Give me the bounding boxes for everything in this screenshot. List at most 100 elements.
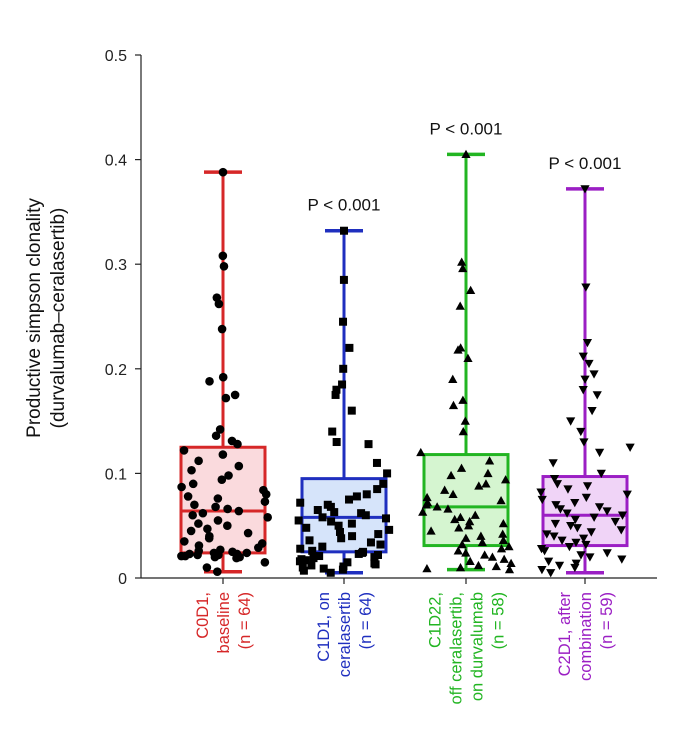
data-point [477, 537, 487, 547]
data-point [622, 490, 632, 499]
data-point [334, 521, 343, 530]
data-point [572, 524, 582, 533]
y-axis-title: Productive simpson clonality (durvalumab… [24, 198, 69, 438]
iqr-box [179, 445, 267, 555]
data-point [586, 528, 596, 537]
data-point [458, 426, 468, 436]
data-point [370, 553, 379, 562]
data-points [416, 149, 516, 574]
data-point [224, 471, 233, 480]
data-point [581, 493, 591, 503]
category-label-line: C1D1, on [315, 592, 333, 662]
p-value-label: P < 0.001 [308, 196, 381, 215]
data-point [484, 456, 495, 465]
data-point [345, 343, 354, 352]
data-point [616, 526, 626, 535]
data-point [301, 556, 310, 565]
data-point [463, 521, 474, 530]
data-point [338, 380, 347, 389]
data-point [190, 500, 199, 510]
data-point [223, 521, 232, 530]
data-point [213, 494, 223, 503]
data-point [213, 567, 222, 577]
data-point [326, 568, 335, 577]
data-point [347, 519, 356, 528]
data-point [571, 538, 581, 548]
data-point [602, 507, 612, 516]
data-point [580, 185, 590, 194]
data-point [332, 438, 341, 447]
data-point [261, 490, 271, 499]
data-point [211, 502, 220, 512]
y-axis-title-line-2: (durvalumab–ceralasertib) [48, 208, 69, 429]
data-point [332, 385, 341, 394]
category-label-line: combination [577, 592, 595, 681]
data-point [374, 530, 383, 539]
data-point [432, 502, 442, 511]
data-point [554, 561, 565, 571]
data-point [585, 553, 595, 562]
data-point [187, 465, 196, 475]
data-point [302, 523, 311, 532]
data-point [381, 514, 390, 523]
data-point [254, 543, 263, 552]
category-label-2: C1D1, on ceralasertib (n = 64) [315, 592, 375, 677]
data-point [361, 511, 370, 520]
data-point [376, 540, 385, 549]
y-tick-label: 0 [118, 571, 127, 588]
data-point [309, 554, 318, 563]
data-point [595, 448, 605, 458]
data-point [454, 523, 464, 532]
category-label-line: on durvalumab [469, 592, 487, 701]
data-point [576, 551, 586, 560]
data-point [448, 374, 458, 383]
data-point [476, 531, 486, 540]
data-point [210, 552, 220, 562]
data-point [617, 511, 628, 520]
data-point [296, 544, 305, 553]
data-point [416, 447, 426, 457]
x-category-labels: C0D1, baseline (n = 64) C1D1, on ceralaserti… [194, 592, 616, 705]
data-point [217, 324, 227, 334]
category-label-1: C0D1, baseline (n = 64) [194, 592, 254, 653]
data-point [498, 529, 508, 538]
data-point [537, 565, 547, 575]
data-point [218, 450, 228, 459]
axes: 0 0.1 0.2 0.3 0.4 0.5 [105, 48, 657, 588]
data-point [457, 257, 467, 266]
data-point [305, 536, 314, 545]
data-point [483, 468, 493, 478]
data-point [544, 557, 554, 566]
data-point [498, 535, 508, 545]
data-point [194, 456, 203, 466]
data-point [203, 524, 212, 534]
data-point [242, 548, 252, 558]
data-point [457, 539, 467, 549]
data-point [217, 475, 227, 484]
y-tick-label: 0.5 [105, 48, 127, 65]
data-point [499, 554, 509, 563]
data-point [205, 377, 214, 386]
data-point [296, 498, 305, 507]
data-point [504, 542, 514, 551]
y-tick-label: 0.3 [105, 257, 127, 274]
data-point [581, 283, 591, 292]
category-label-line: C1D22, [427, 592, 445, 648]
data-point [193, 550, 202, 560]
data-point [186, 526, 196, 536]
data-point [610, 517, 620, 527]
data-point [295, 557, 304, 566]
data-point [446, 470, 456, 480]
data-point [354, 549, 363, 558]
data-point [338, 565, 347, 574]
data-point [223, 504, 232, 514]
data-point [180, 537, 189, 546]
category-label-line: off ceralasertib, [448, 592, 466, 705]
data-point [421, 500, 431, 509]
data-point [546, 569, 556, 578]
data-point [204, 533, 214, 543]
data-point [352, 492, 361, 501]
data-point [233, 439, 242, 449]
data-point [234, 506, 244, 516]
